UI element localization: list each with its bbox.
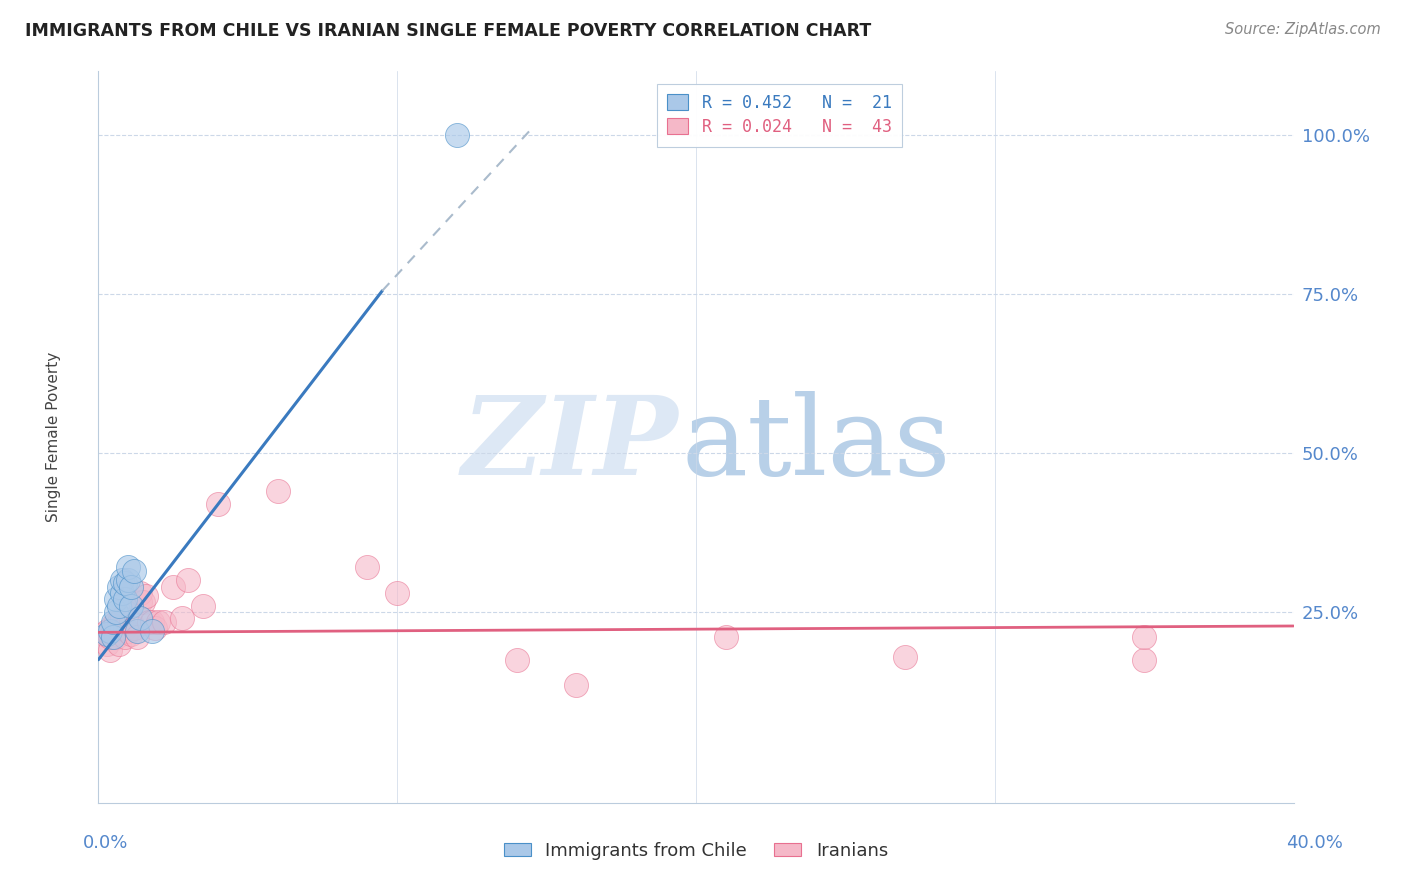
Point	[127, 631, 149, 645]
Point	[120, 615, 142, 629]
Text: atlas: atlas	[682, 391, 952, 498]
Point	[111, 586, 134, 600]
Point	[162, 580, 184, 594]
Point	[138, 615, 160, 629]
Point	[153, 615, 176, 629]
Legend: Immigrants from Chile, Iranians: Immigrants from Chile, Iranians	[496, 835, 896, 867]
Point	[127, 624, 149, 638]
Point	[356, 560, 378, 574]
Point	[111, 621, 134, 635]
Point	[124, 564, 146, 578]
Point	[1133, 653, 1156, 667]
Text: IMMIGRANTS FROM CHILE VS IRANIAN SINGLE FEMALE POVERTY CORRELATION CHART: IMMIGRANTS FROM CHILE VS IRANIAN SINGLE …	[25, 22, 872, 40]
Point	[114, 631, 136, 645]
Point	[141, 615, 163, 629]
Point	[207, 497, 229, 511]
Point	[105, 615, 128, 629]
Point	[114, 621, 136, 635]
Point	[111, 573, 134, 587]
Point	[103, 617, 125, 632]
Point	[105, 631, 128, 645]
Point	[103, 627, 125, 641]
Point	[105, 605, 128, 619]
Point	[120, 627, 142, 641]
Point	[129, 595, 152, 609]
Point	[98, 643, 122, 657]
Point	[117, 573, 139, 587]
Text: ZIP: ZIP	[461, 391, 678, 498]
Point	[172, 611, 194, 625]
Point	[96, 627, 118, 641]
Point	[108, 615, 131, 629]
Point	[120, 599, 142, 613]
Point	[96, 637, 118, 651]
Point	[385, 586, 409, 600]
Point	[446, 128, 468, 142]
Point	[108, 580, 131, 594]
Point	[714, 631, 737, 645]
Point	[98, 624, 122, 638]
Point	[141, 624, 163, 638]
Text: 40.0%: 40.0%	[1286, 834, 1343, 852]
Text: Single Female Poverty: Single Female Poverty	[45, 352, 60, 522]
Text: Source: ZipAtlas.com: Source: ZipAtlas.com	[1225, 22, 1381, 37]
Point	[506, 653, 529, 667]
Point	[267, 484, 290, 499]
Text: 0.0%: 0.0%	[83, 834, 128, 852]
Point	[117, 560, 139, 574]
Point	[103, 631, 125, 645]
Point	[108, 637, 131, 651]
Point	[120, 580, 142, 594]
Point	[108, 599, 131, 613]
Point	[135, 589, 157, 603]
Point	[1133, 631, 1156, 645]
Point	[894, 649, 917, 664]
Point	[129, 611, 152, 625]
Point	[105, 592, 128, 607]
Point	[129, 586, 152, 600]
Point	[148, 615, 170, 629]
Point	[96, 624, 118, 638]
Point	[143, 621, 166, 635]
Point	[177, 573, 200, 587]
Point	[132, 595, 155, 609]
Point	[124, 621, 146, 635]
Point	[111, 611, 134, 625]
Point	[98, 631, 122, 645]
Point	[114, 576, 136, 591]
Point	[117, 624, 139, 638]
Point	[191, 599, 214, 613]
Point	[93, 627, 115, 641]
Point	[114, 592, 136, 607]
Point	[103, 615, 125, 629]
Point	[565, 678, 588, 692]
